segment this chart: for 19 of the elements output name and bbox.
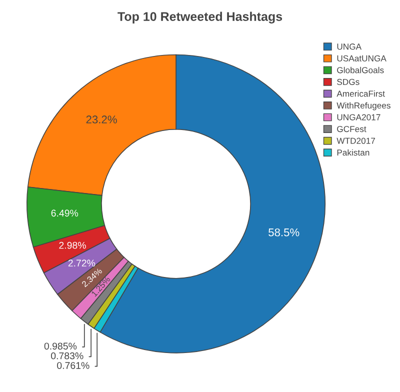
legend-label: Pakistan <box>337 149 370 156</box>
legend-label: GCFest <box>337 126 366 132</box>
data-label: 2.98% <box>59 242 86 249</box>
data-label: 58.5% <box>268 228 300 236</box>
data-label: 6.49% <box>51 210 78 217</box>
legend-label: UNGA2017 <box>337 114 380 120</box>
data-label: 0.985% <box>44 342 77 350</box>
data-label: 23.2% <box>86 116 117 124</box>
data-label: 0.761% <box>57 362 90 369</box>
legend-label: USAatUNGA <box>337 55 386 62</box>
legend-label: AmericaFirst <box>336 90 385 97</box>
legend-label: SDGs <box>337 78 360 85</box>
legend-label: WTD2017 <box>336 138 375 144</box>
data-label: 0.783% <box>51 352 84 360</box>
legend-label: UNGA <box>337 44 362 50</box>
legend-label: WithRefugees <box>336 102 390 110</box>
data-label: 2.72% <box>68 260 96 266</box>
chart-title: Top 10 Retweeted Hashtags <box>118 12 282 24</box>
legend-label: GlobalGoals <box>337 66 384 74</box>
